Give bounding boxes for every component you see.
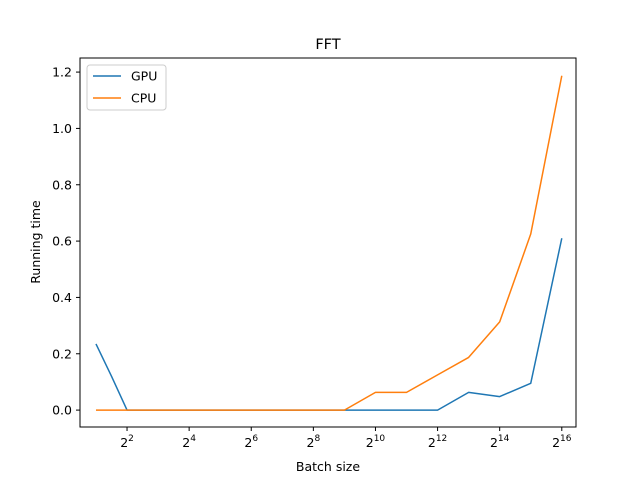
x-tick-label: 24 [182, 434, 196, 450]
y-tick-label: 0.6 [52, 234, 72, 249]
x-tick-label: 26 [244, 434, 258, 450]
x-axis: 22 24 26 28 210 212 214 216 [120, 427, 572, 450]
plot-frame [79, 57, 577, 428]
x-axis-label: Batch size [296, 459, 360, 474]
legend: GPU CPU [86, 64, 167, 111]
series-cpu [95, 75, 563, 411]
legend-label-gpu: GPU [131, 69, 157, 84]
x-tick-label: 212 [428, 434, 447, 450]
plot-background [80, 58, 576, 427]
y-tick-label: 0.0 [52, 403, 72, 418]
y-axis: 0.0 0.2 0.4 0.6 0.8 1.0 1.2 [52, 65, 80, 418]
y-tick-label: 0.8 [52, 177, 72, 192]
y-tick-label: 1.2 [52, 65, 72, 80]
x-tick-label: 22 [120, 434, 134, 450]
y-axis-label: Running time [28, 200, 43, 284]
x-tick-label: 216 [552, 434, 572, 450]
legend-label-cpu: CPU [131, 91, 156, 106]
x-tick-label: 28 [307, 434, 321, 450]
y-tick-label: 1.0 [52, 121, 72, 136]
x-tick-label: 214 [490, 434, 510, 450]
x-tick-label: 210 [366, 434, 386, 450]
y-tick-label: 0.4 [52, 290, 72, 305]
y-tick-label: 0.2 [52, 346, 72, 361]
chart-title: FFT [315, 37, 340, 53]
series-layer [95, 75, 563, 411]
